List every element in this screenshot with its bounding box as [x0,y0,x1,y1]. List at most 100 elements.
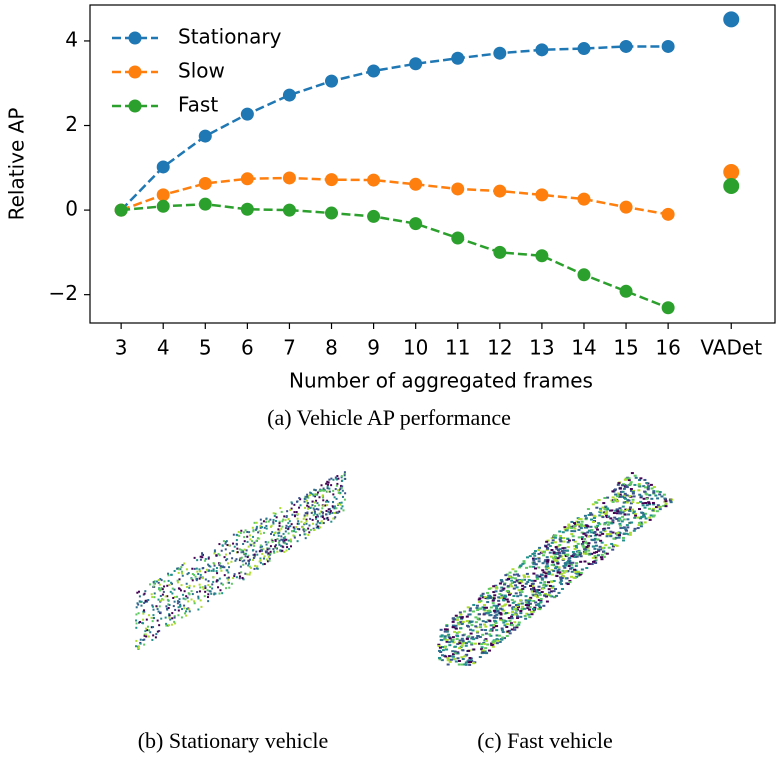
point [647,502,651,505]
point [268,547,271,550]
point [339,488,342,491]
point [446,657,450,660]
point [530,613,534,616]
point [343,471,346,474]
point [618,517,622,520]
point [186,573,189,576]
point [247,554,250,557]
point [553,541,557,544]
point [622,539,626,542]
point [558,581,562,584]
point [553,553,557,556]
marker [282,88,296,102]
point [270,538,273,541]
point [204,558,207,561]
point [602,529,606,532]
point [270,524,273,527]
point [328,487,331,490]
point [339,503,342,506]
point [303,497,306,500]
point [624,508,628,511]
point [183,604,186,607]
point [623,492,627,495]
point [453,645,457,648]
point [328,512,331,515]
point [505,598,509,601]
point [452,618,456,621]
point [597,498,601,501]
point [623,497,627,500]
point [526,599,530,602]
point [492,609,496,612]
point [452,617,456,620]
point [336,489,339,492]
point [305,518,308,521]
point [319,489,322,492]
point [478,613,482,616]
point [610,542,614,545]
point [540,578,544,581]
point [262,563,265,566]
point [307,502,310,505]
point [595,528,599,531]
point [552,569,556,572]
point [314,489,317,492]
point [185,607,188,610]
point [556,571,560,574]
point [624,484,628,487]
point [651,501,655,504]
point [278,543,281,546]
point [204,585,207,588]
point [657,505,661,508]
point [628,531,632,534]
point [230,582,233,585]
point [586,525,590,528]
point [469,621,473,624]
point [313,488,316,491]
point [204,586,207,589]
point [165,622,168,625]
point [499,617,503,620]
point [555,552,559,555]
point [158,583,161,586]
point [328,478,331,481]
point [568,581,572,584]
marker [114,203,128,217]
point [552,590,556,593]
point [611,531,615,534]
point [623,484,627,487]
point [524,601,528,604]
point [491,602,495,605]
point [639,477,643,480]
point [482,651,486,654]
point [517,574,521,577]
point [606,496,610,499]
point [619,512,623,515]
point [272,548,275,551]
point [307,496,310,499]
point [244,572,247,575]
x-tick-label: 4 [157,336,170,360]
point [333,512,336,515]
point [508,629,512,632]
point [593,556,597,559]
point [185,614,188,617]
point [558,548,562,551]
point [305,522,308,525]
point [618,510,622,513]
point [466,606,470,609]
point [479,594,483,597]
point [452,626,456,629]
point [482,612,486,615]
point [603,512,607,515]
point [445,638,449,641]
point [166,595,169,598]
point [579,555,583,558]
point [181,574,184,577]
point [254,528,257,531]
point [527,578,531,581]
point [475,630,479,633]
point [493,640,497,643]
point [312,522,315,525]
point [614,493,618,496]
